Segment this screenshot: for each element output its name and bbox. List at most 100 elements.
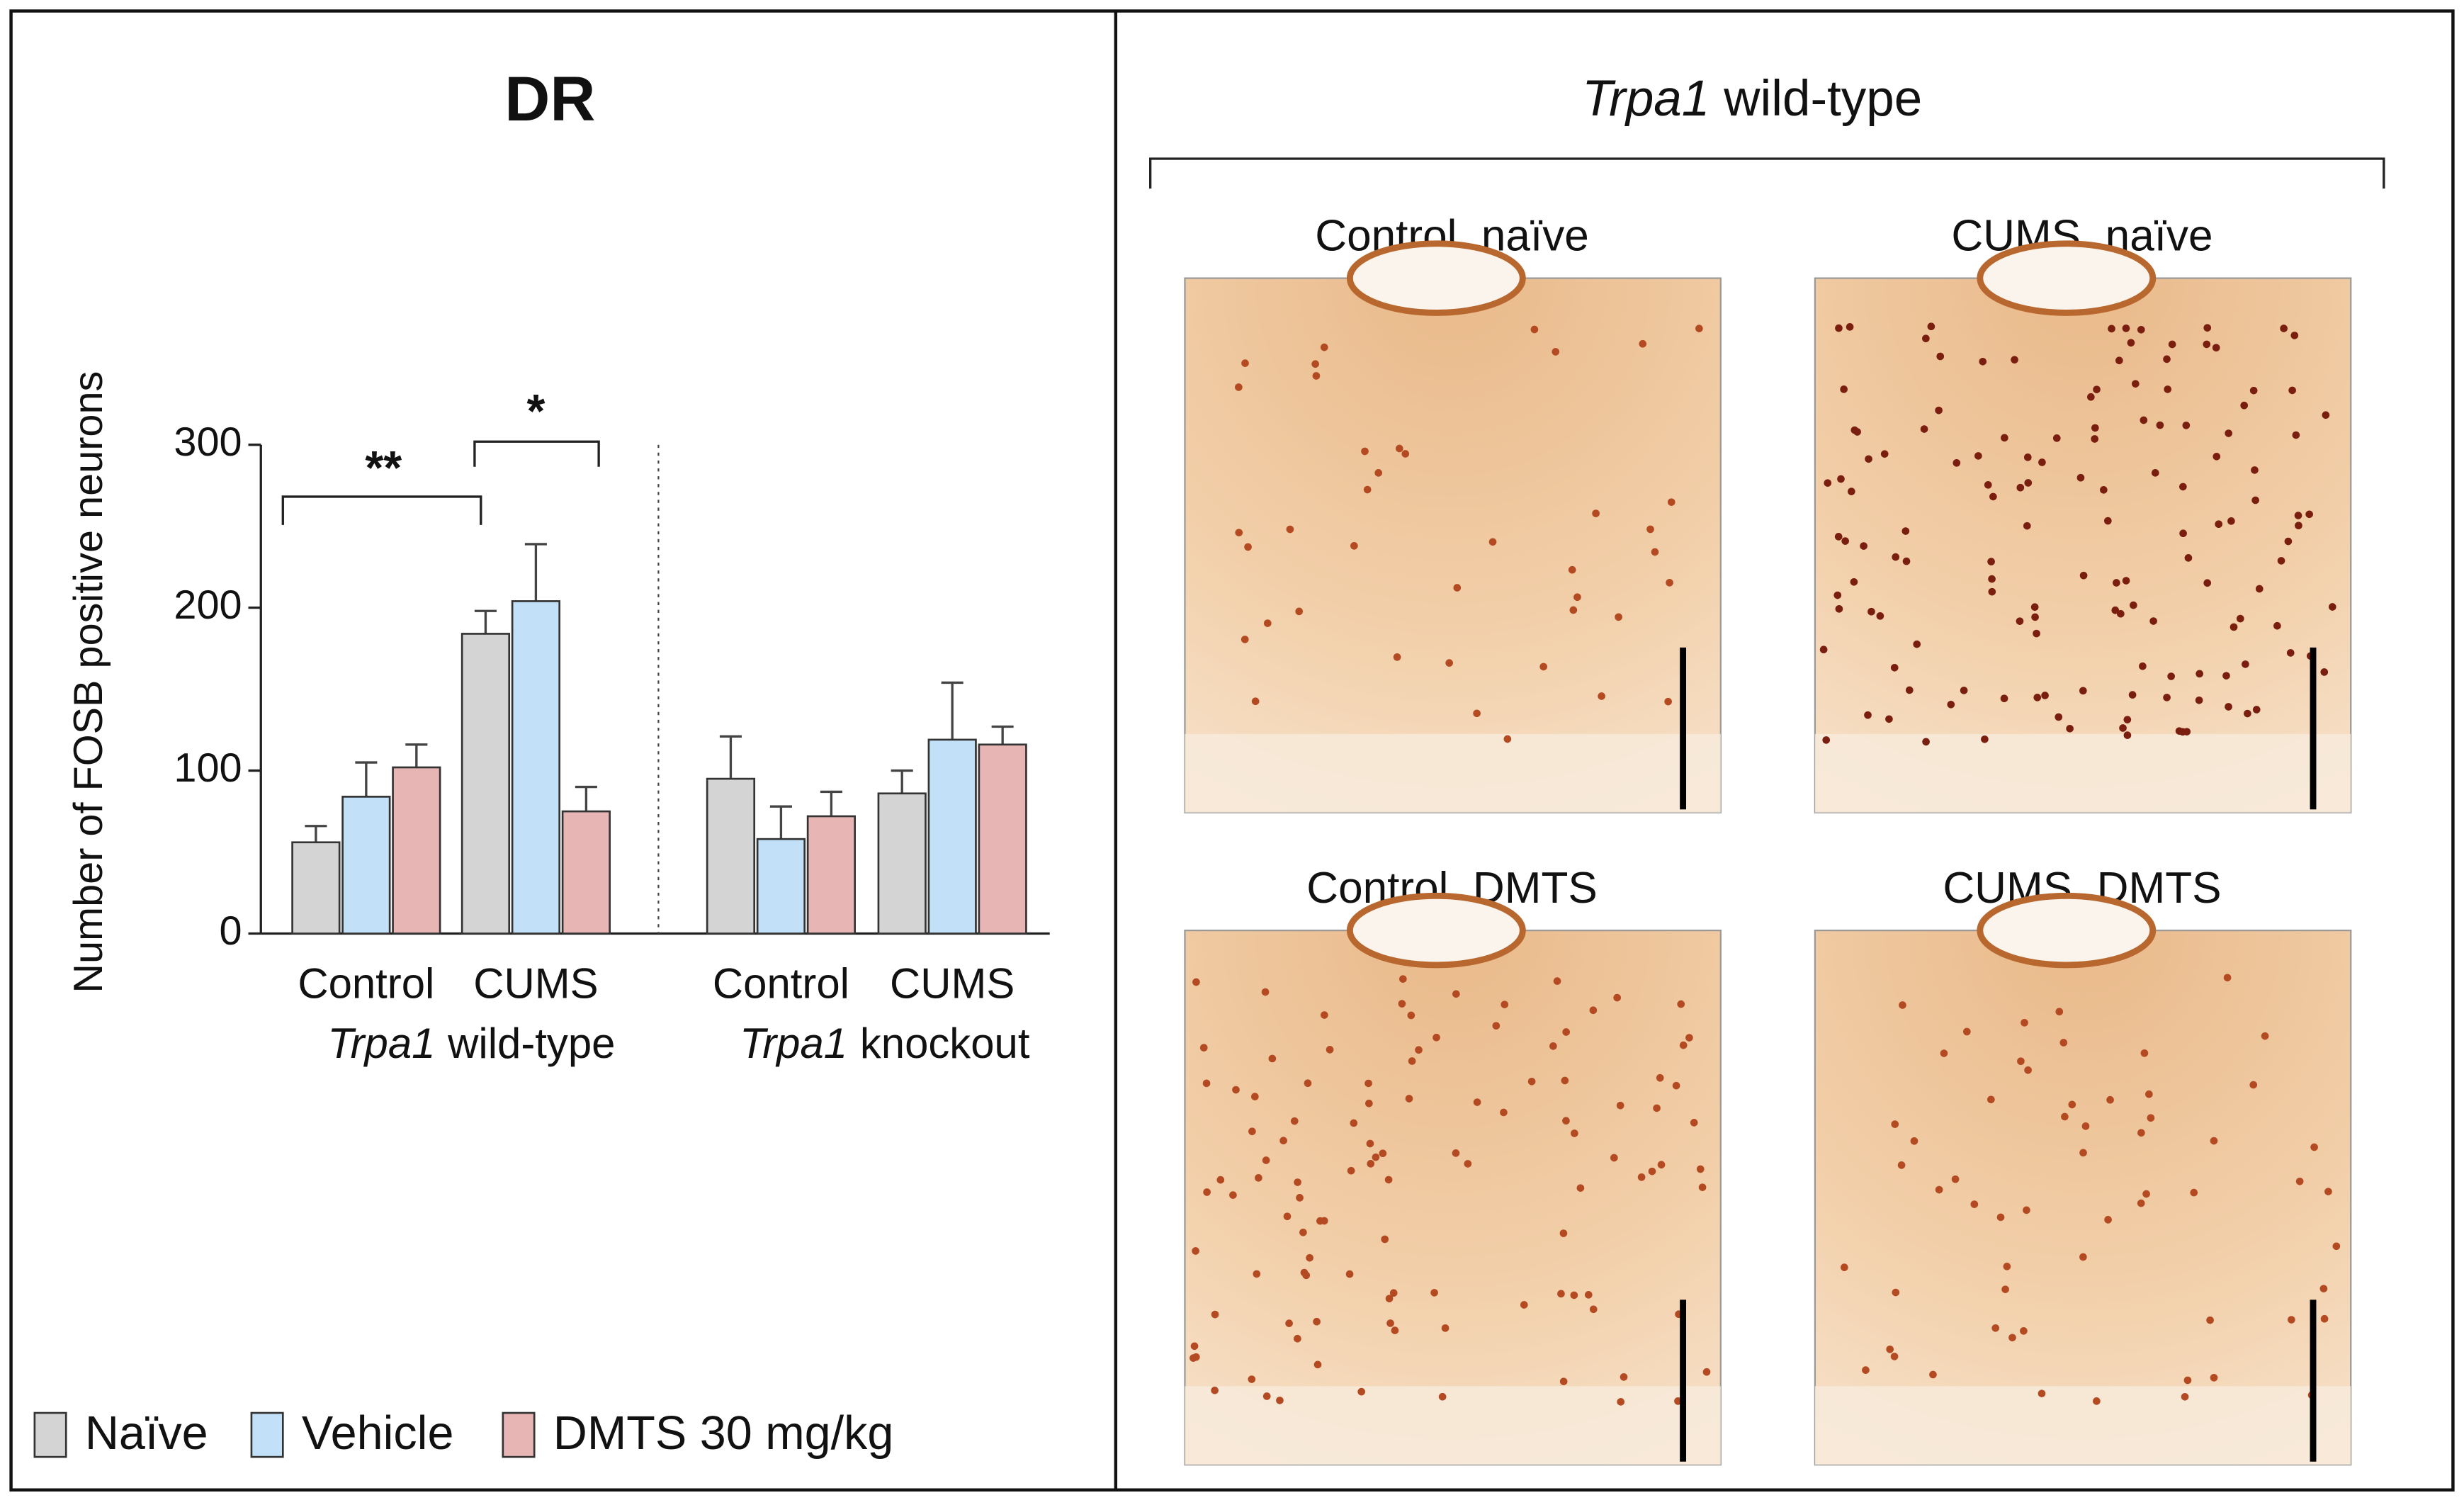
stained-nucleus	[2284, 537, 2293, 546]
stained-nucleus	[1520, 1301, 1528, 1309]
gene-name: Trpa1	[1582, 71, 1709, 127]
stained-nucleus	[1573, 593, 1581, 602]
frame	[9, 9, 2455, 1492]
stained-nucleus	[1211, 1386, 1219, 1394]
stained-nucleus	[2113, 579, 2120, 587]
stained-nucleus	[1492, 1022, 1501, 1030]
stained-nucleus	[2175, 727, 2183, 735]
legend-swatch	[502, 1411, 536, 1458]
bar	[978, 743, 1027, 935]
stained-nucleus	[2023, 453, 2032, 461]
stained-nucleus	[1598, 692, 1605, 700]
stained-nucleus	[2206, 1316, 2214, 1324]
stained-nucleus	[2106, 1095, 2114, 1104]
scale-bar	[2310, 647, 2317, 810]
stained-nucleus	[2038, 458, 2046, 466]
stained-nucleus	[1326, 1046, 1334, 1054]
stained-nucleus	[2079, 687, 2087, 695]
stained-nucleus	[1584, 1291, 1593, 1299]
stained-nucleus	[1559, 1229, 1568, 1237]
stained-nucleus	[1557, 1290, 1565, 1298]
stained-nucleus	[1886, 1345, 1894, 1353]
stained-nucleus	[1211, 1310, 1219, 1319]
stained-nucleus	[1313, 1317, 1321, 1326]
stained-nucleus	[1261, 988, 1270, 996]
stained-nucleus	[1530, 325, 1539, 334]
stained-nucleus	[2190, 1188, 2198, 1197]
stained-nucleus	[2130, 601, 2137, 609]
stained-nucleus	[1190, 1342, 1199, 1351]
stained-nucleus	[2003, 1263, 2011, 1270]
stained-nucleus	[2055, 713, 2063, 721]
stained-nucleus	[2017, 1057, 2025, 1065]
legend-swatch	[33, 1411, 67, 1458]
stained-nucleus	[1385, 1295, 1394, 1302]
stained-nucleus	[1503, 735, 1512, 743]
stained-nucleus	[1386, 1319, 1394, 1327]
stained-nucleus	[1395, 444, 1403, 453]
stained-nucleus	[2008, 1334, 2016, 1342]
stained-nucleus	[1306, 1253, 1313, 1262]
stained-nucleus	[2249, 386, 2258, 395]
bar	[877, 792, 927, 935]
x-tick-label: CUMS	[890, 960, 1015, 1008]
stained-nucleus	[1592, 509, 1600, 517]
scale-bar	[1680, 647, 1687, 810]
stained-nucleus	[1890, 1353, 1899, 1360]
stained-nucleus	[1974, 452, 1982, 460]
y-tick-label: 300	[174, 419, 242, 465]
stained-nucleus	[1920, 425, 1928, 433]
stained-nucleus	[1987, 558, 1995, 565]
stained-nucleus	[2277, 557, 2285, 565]
genotype: wild-type	[447, 1020, 615, 1067]
stained-nucleus	[1452, 1149, 1460, 1157]
stained-nucleus	[1667, 498, 1675, 506]
stained-nucleus	[1276, 1397, 1284, 1404]
stained-nucleus	[1365, 1099, 1373, 1107]
stained-nucleus	[2076, 473, 2085, 482]
stained-nucleus	[2184, 554, 2193, 562]
stained-nucleus	[1262, 1156, 1270, 1164]
stained-nucleus	[2332, 1242, 2341, 1251]
stained-nucleus	[2292, 431, 2300, 439]
stained-nucleus	[2164, 385, 2172, 393]
stained-nucleus	[1947, 700, 1955, 709]
legend-label: DMTS 30 mg/kg	[553, 1407, 894, 1460]
significance-bracket	[473, 440, 600, 467]
stained-nucleus	[2179, 529, 2187, 538]
stained-nucleus	[2223, 974, 2232, 982]
micrograph	[1814, 277, 2352, 813]
x-tick-label: Control	[713, 960, 849, 1008]
chart-title: DR	[504, 64, 595, 134]
stained-nucleus	[1313, 1360, 1322, 1369]
white-matter	[1814, 1386, 2351, 1465]
stained-nucleus	[1834, 533, 1843, 541]
stained-nucleus	[1922, 334, 1930, 343]
stained-nucleus	[2294, 512, 2302, 519]
stained-nucleus	[1283, 1212, 1292, 1221]
stained-nucleus	[1229, 1191, 1237, 1199]
stained-nucleus	[2181, 1392, 2189, 1401]
stained-nucleus	[1432, 1033, 1440, 1042]
stained-nucleus	[1501, 1000, 1509, 1008]
stained-nucleus	[1996, 1213, 2005, 1222]
stained-nucleus	[1539, 663, 1547, 671]
stained-nucleus	[1290, 1117, 1299, 1125]
significance-label: **	[365, 442, 402, 495]
stained-nucleus	[2305, 510, 2313, 519]
stained-nucleus	[2212, 344, 2220, 352]
stained-nucleus	[2128, 691, 2137, 699]
stained-nucleus	[2104, 1216, 2112, 1224]
stained-nucleus	[1576, 1184, 1585, 1192]
stained-nucleus	[2108, 325, 2115, 333]
bar	[291, 841, 341, 935]
stained-nucleus	[1464, 1160, 1472, 1168]
stained-nucleus	[2061, 1112, 2069, 1121]
stained-nucleus	[2203, 340, 2211, 349]
stained-nucleus	[1936, 352, 1945, 361]
stained-nucleus	[1279, 1137, 1287, 1145]
stained-nucleus	[2225, 703, 2232, 711]
stained-nucleus	[1929, 1370, 1937, 1379]
stained-nucleus	[1241, 636, 1249, 643]
